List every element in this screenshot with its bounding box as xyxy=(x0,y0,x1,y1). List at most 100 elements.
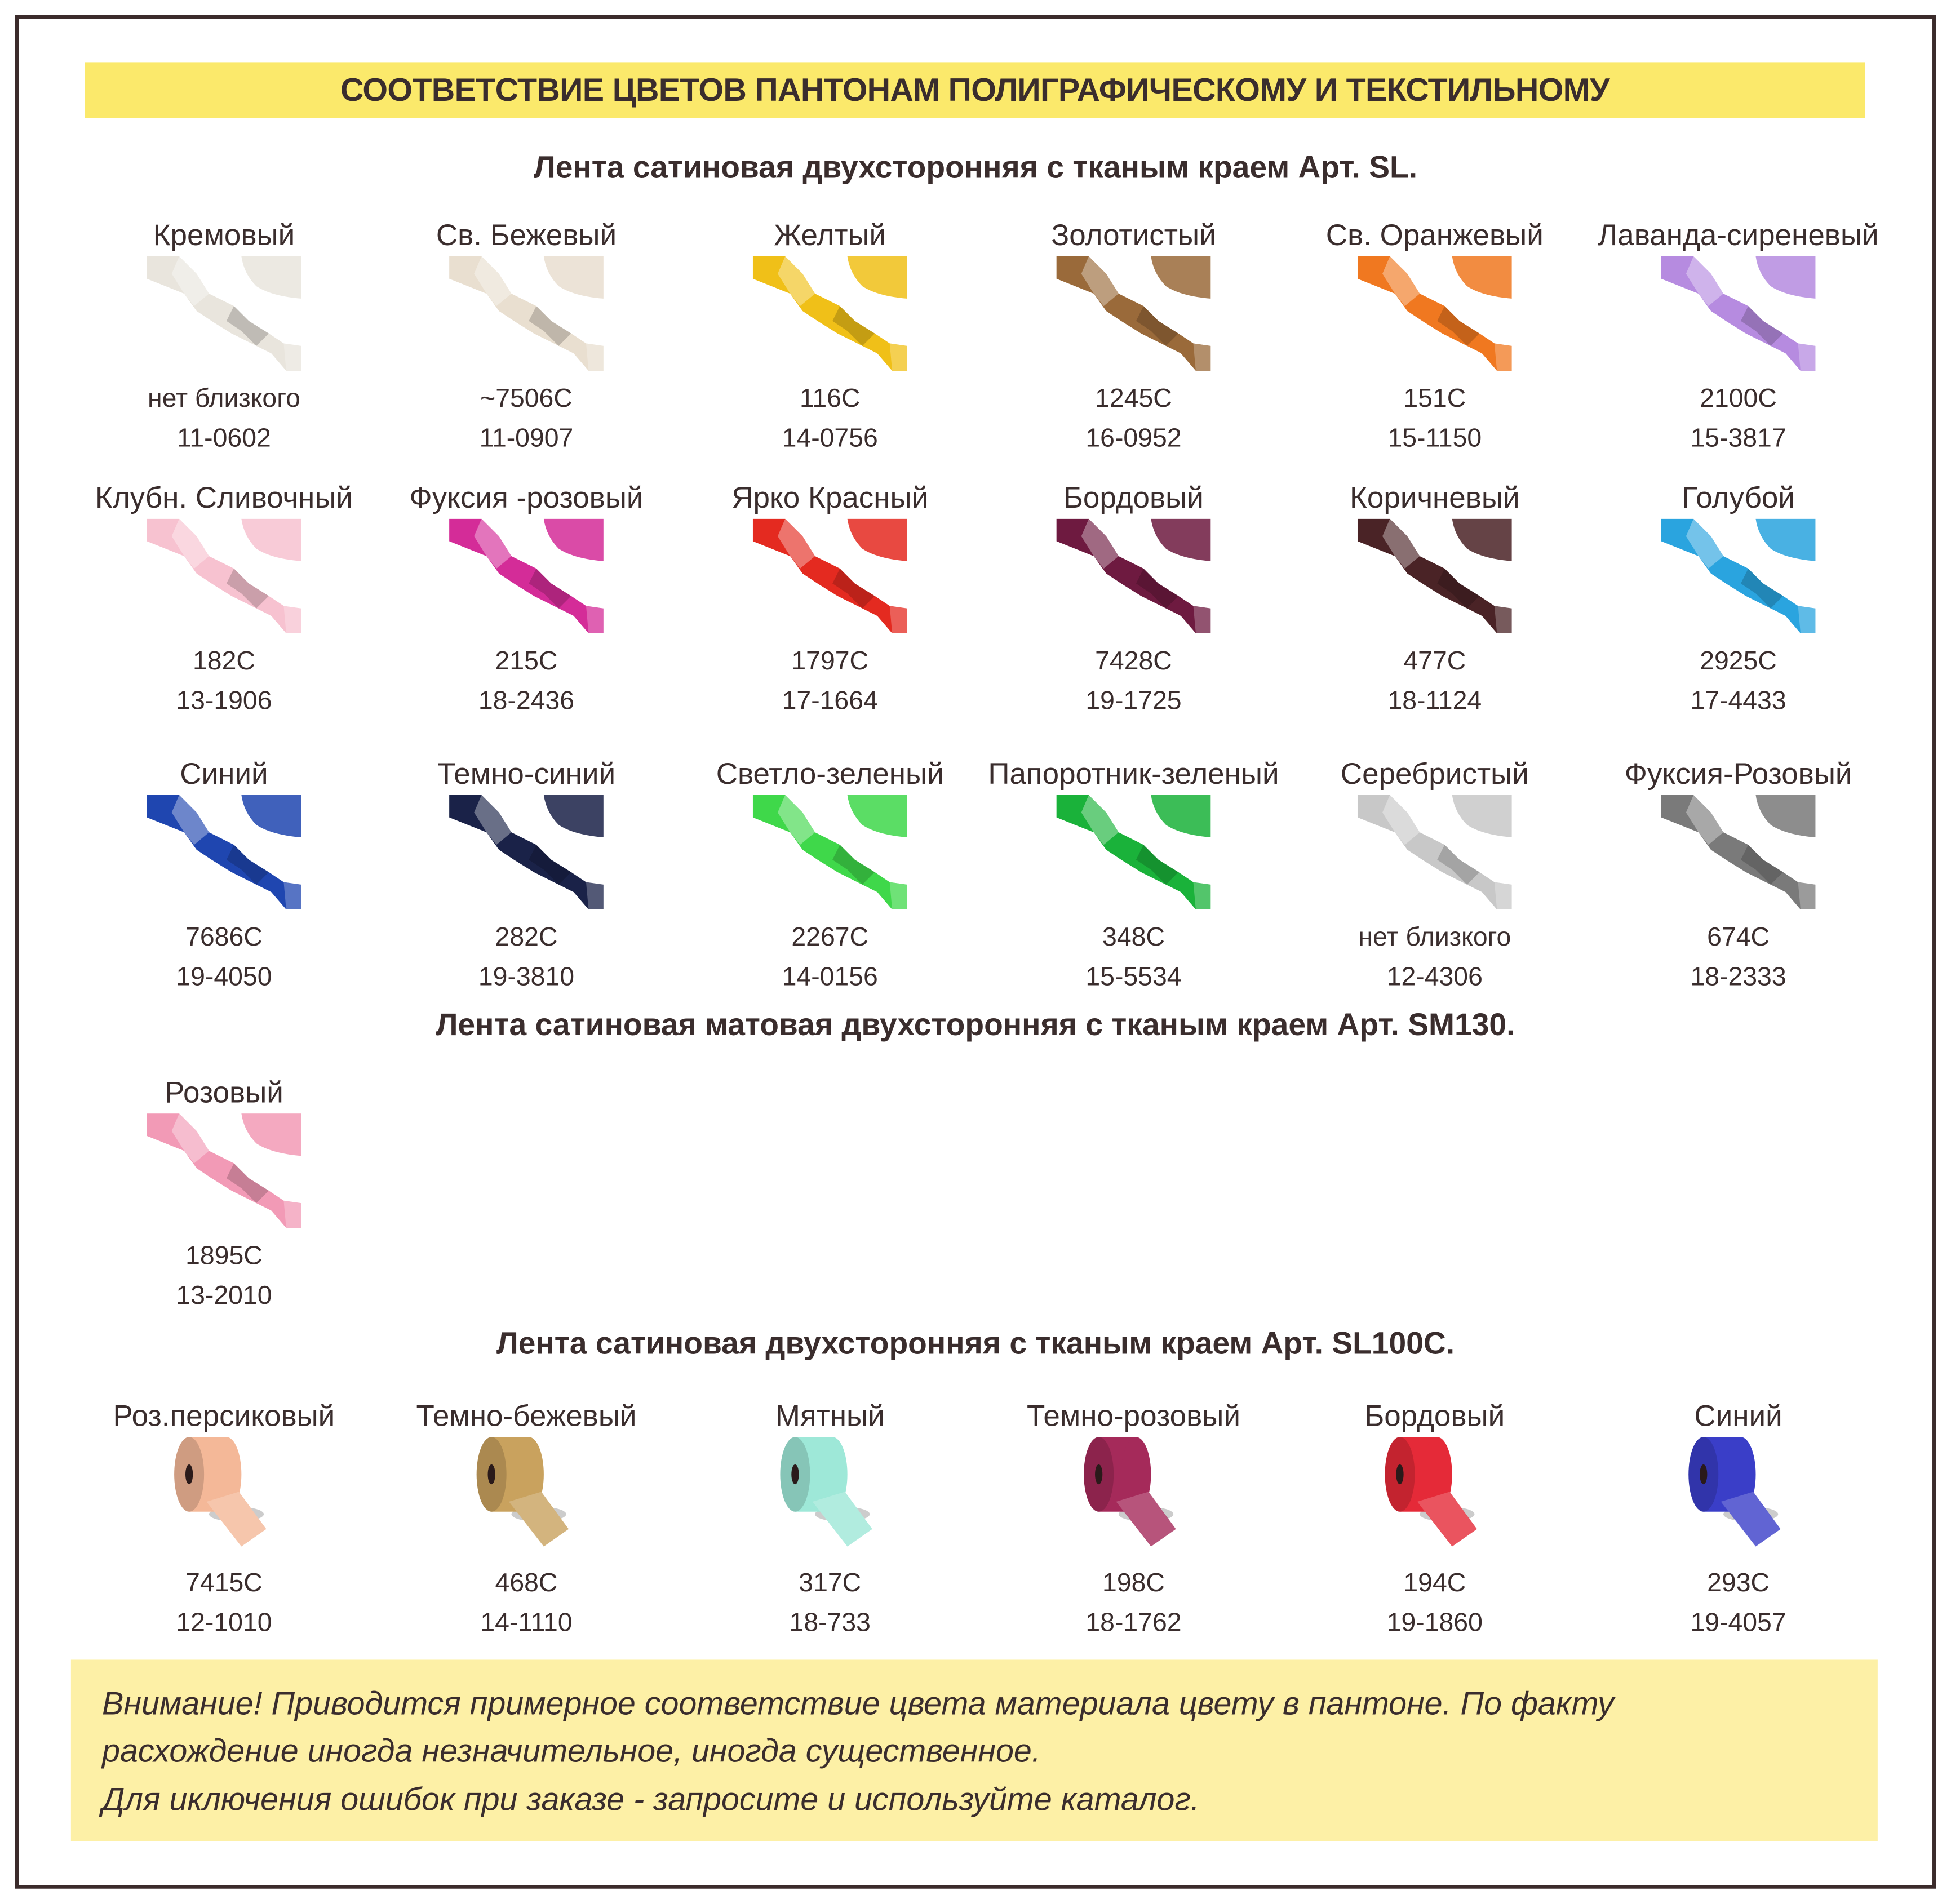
pantone-code: 151C xyxy=(1403,384,1466,414)
color-name: Св. Оранжевый xyxy=(1325,219,1544,253)
ribbon-roll-image xyxy=(476,1437,569,1547)
page-title: СООТВЕТСТВИЕ ЦВЕТОВ ПАНТОНАМ ПОЛИГРАФИЧЕ… xyxy=(85,62,1865,118)
pantone-code: 194C xyxy=(1403,1569,1466,1598)
tcx-code: 19-4057 xyxy=(1690,1608,1786,1637)
tcx-code: 15-5534 xyxy=(1085,962,1182,992)
ribbon-image xyxy=(752,256,907,371)
tcx-code: 18-1762 xyxy=(1085,1608,1182,1637)
pantone-code: нет близкого xyxy=(147,384,300,414)
tcx-code: 16-0952 xyxy=(1085,424,1182,453)
section-title-sm130: Лента сатиновая матовая двухсторонняя с … xyxy=(436,1008,1515,1043)
color-name: Бордовый xyxy=(1063,481,1204,516)
color-name: Серебристый xyxy=(1340,757,1529,792)
tcx-code: 14-0156 xyxy=(782,962,878,992)
color-name: Темно-розовый xyxy=(1026,1400,1240,1433)
ribbon-image xyxy=(147,518,301,633)
pantone-code: 293C xyxy=(1707,1569,1770,1598)
pantone-code: 348C xyxy=(1102,923,1165,952)
pantone-code: ~7506C xyxy=(480,384,573,414)
ribbon-roll-image xyxy=(1084,1437,1176,1547)
color-name: Голубой xyxy=(1682,481,1795,516)
pantone-code: нет близкого xyxy=(1358,923,1511,952)
ribbon-image xyxy=(147,1113,301,1228)
tcx-code: 18-733 xyxy=(789,1608,871,1637)
pantone-code: 1245C xyxy=(1095,384,1172,414)
ribbon-roll-image xyxy=(1385,1437,1477,1547)
pantone-code: 2925C xyxy=(1700,647,1777,676)
tcx-code: 15-1150 xyxy=(1387,424,1482,453)
color-name: Бордовый xyxy=(1364,1400,1505,1433)
tcx-code: 15-3817 xyxy=(1690,424,1786,453)
pantone-code: 282C xyxy=(495,923,558,952)
color-name: Синий xyxy=(1694,1400,1782,1433)
ribbon-image xyxy=(1056,795,1211,910)
tcx-code: 13-2010 xyxy=(176,1281,272,1311)
pantone-code: 674C xyxy=(1707,923,1770,952)
note-line: Для иключения ошибок при заказе - запрос… xyxy=(102,1780,1200,1818)
color-name: Светло-зеленый xyxy=(716,757,944,792)
pantone-code: 477C xyxy=(1403,647,1466,676)
tcx-code: 13-1906 xyxy=(176,686,272,716)
color-name: Желтый xyxy=(774,219,886,253)
color-name: Фуксия -розовый xyxy=(409,481,644,516)
ribbon-image xyxy=(1357,256,1512,371)
ribbon-image xyxy=(1661,256,1816,371)
color-name: Лаванда-сиреневый xyxy=(1598,219,1879,253)
tcx-code: 11-0602 xyxy=(177,424,271,453)
ribbon-image xyxy=(1661,518,1816,633)
ribbon-image xyxy=(147,256,301,371)
warning-note: Внимание! Приводится примерное соответст… xyxy=(70,1659,1878,1841)
pantone-code: 1797C xyxy=(791,647,869,676)
section-title-sl100c: Лента сатиновая двухсторонняя с тканым к… xyxy=(496,1326,1455,1361)
page-frame xyxy=(15,15,1936,1889)
section-title-sl: Лента сатиновая двухсторонняя с тканым к… xyxy=(533,150,1418,185)
ribbon-image xyxy=(449,518,604,633)
color-name: Св. Бежевый xyxy=(436,219,617,253)
color-name: Темно-бежевый xyxy=(416,1400,637,1433)
ribbon-image xyxy=(1056,256,1211,371)
ribbon-image xyxy=(1661,795,1816,910)
color-name: Клубн. Сливочный xyxy=(95,481,353,516)
pantone-code: 317C xyxy=(799,1569,862,1598)
pantone-code: 1895C xyxy=(185,1241,263,1271)
color-name: Коричневый xyxy=(1350,481,1520,516)
ribbon-image xyxy=(752,518,907,633)
note-line: Внимание! Приводится примерное соответст… xyxy=(102,1684,1614,1722)
ribbon-roll-image xyxy=(1688,1437,1781,1547)
pantone-code: 7415C xyxy=(185,1569,263,1598)
tcx-code: 19-1860 xyxy=(1386,1608,1483,1637)
color-name: Розовый xyxy=(164,1076,283,1110)
pantone-code: 2100C xyxy=(1700,384,1777,414)
pantone-code: 7686C xyxy=(185,923,263,952)
tcx-code: 18-2436 xyxy=(478,686,575,716)
tcx-code: 17-4433 xyxy=(1690,686,1786,716)
color-name: Золотистый xyxy=(1051,219,1216,253)
tcx-code: 11-0907 xyxy=(479,424,574,453)
pantone-code: 116C xyxy=(800,384,861,414)
tcx-code: 19-1725 xyxy=(1085,686,1182,716)
tcx-code: 19-3810 xyxy=(478,962,575,992)
ribbon-roll-image xyxy=(780,1437,872,1547)
tcx-code: 19-4050 xyxy=(176,962,272,992)
color-name: Кремовый xyxy=(153,219,295,253)
color-name: Ярко Красный xyxy=(731,481,929,516)
tcx-code: 14-1110 xyxy=(480,1608,573,1637)
ribbon-image xyxy=(1357,518,1512,633)
pantone-code: 215C xyxy=(495,647,558,676)
ribbon-image xyxy=(147,795,301,910)
color-name: Фуксия-Розовый xyxy=(1624,757,1852,792)
pantone-code: 7428C xyxy=(1095,647,1172,676)
tcx-code: 14-0756 xyxy=(782,424,878,453)
ribbon-image xyxy=(449,256,604,371)
ribbon-image xyxy=(752,795,907,910)
tcx-code: 18-1124 xyxy=(1387,686,1482,716)
pantone-code: 182C xyxy=(192,647,255,676)
ribbon-image xyxy=(1056,518,1211,633)
tcx-code: 17-1664 xyxy=(782,686,878,716)
color-name: Синий xyxy=(180,757,268,792)
ribbon-image xyxy=(1357,795,1512,910)
pantone-code: 468C xyxy=(495,1569,558,1598)
ribbon-image xyxy=(449,795,604,910)
pantone-code: 198C xyxy=(1102,1569,1165,1598)
